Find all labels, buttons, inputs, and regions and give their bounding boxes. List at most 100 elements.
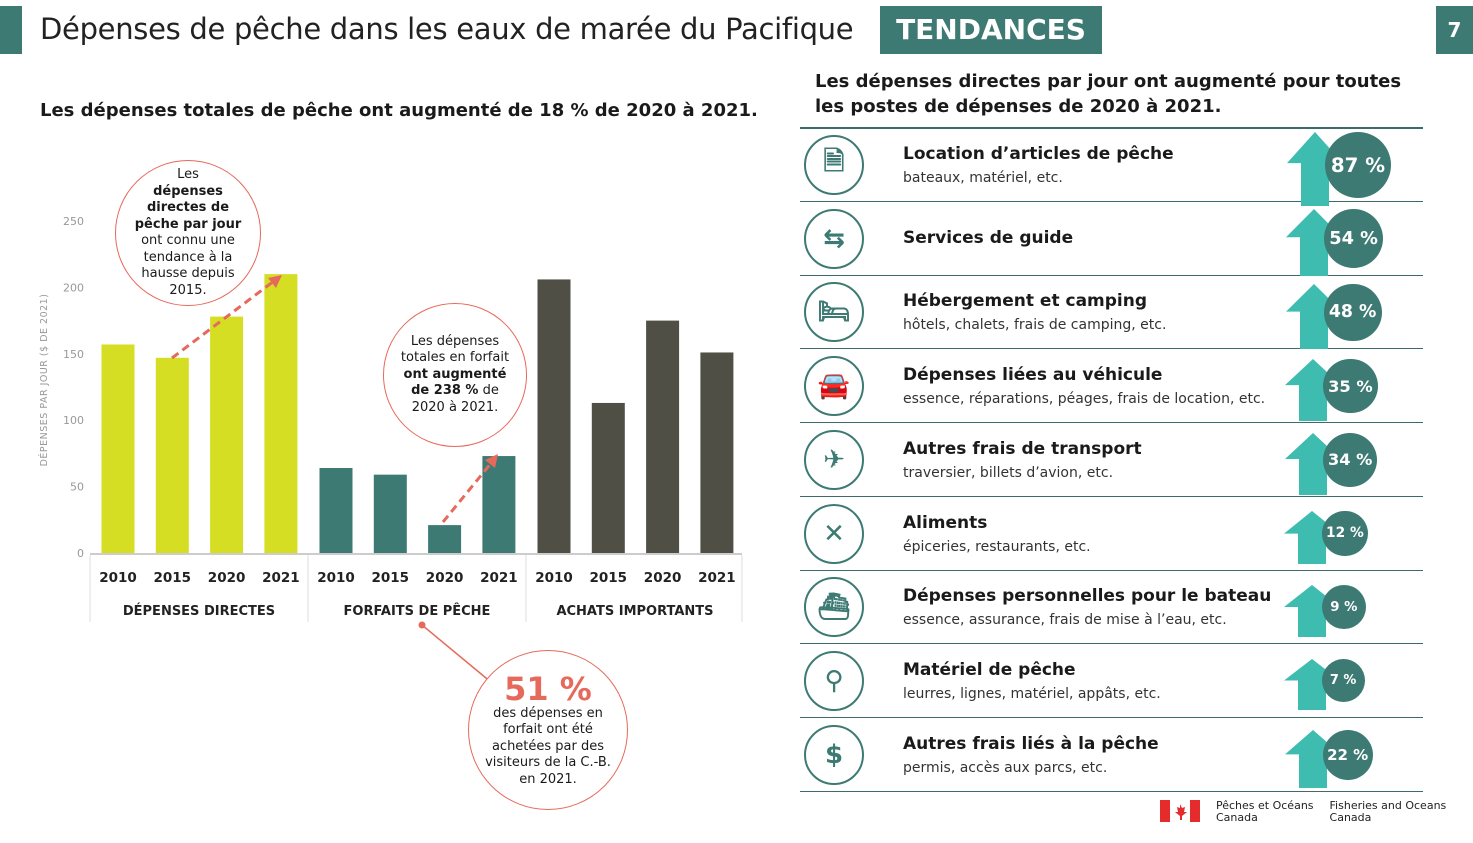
dept-country-en: Canada <box>1329 811 1372 824</box>
category-title: Dépenses personnelles pour le bateau <box>903 586 1272 607</box>
spending-category-row: 🗎 Location d’articles de pêche bateaux, … <box>800 128 1423 206</box>
canada-wordmark: Pêches et Océans Canada Fisheries and Oce… <box>1160 800 1446 824</box>
callout-visitors: 51 % des dépenses en forfait ont été ach… <box>468 650 628 810</box>
x-tick-label: 2015 <box>590 570 628 586</box>
callout-bold: ont augmenté de 238 % <box>403 366 507 399</box>
dept-country-fr: Canada <box>1216 811 1258 824</box>
category-title: Matériel de pêche <box>903 659 1076 680</box>
spending-category-row: 🚘 Dépenses liées au véhicule essence, ré… <box>800 349 1423 424</box>
category-title: Aliments <box>903 512 988 533</box>
percent-increase-badge: 22 % <box>1322 729 1373 780</box>
airplane-icon: ✈ <box>804 429 864 490</box>
header-accent <box>0 6 22 54</box>
arrowhead-icon <box>268 275 282 288</box>
car-icon: 🚘 <box>804 356 864 417</box>
group-label: ACHATS IMPORTANTS <box>556 604 713 619</box>
bar-2020 <box>428 525 462 553</box>
x-tick-label: 2010 <box>99 570 137 586</box>
page-number: 7 <box>1436 6 1473 54</box>
category-subtitle: épiceries, restaurants, etc. <box>903 538 1091 555</box>
x-tick-label: 2015 <box>154 570 192 586</box>
callout-forfaits: Les dépenses totales en forfait ont augm… <box>383 303 527 447</box>
callout-direct: Les dépenses directes de pêche par jour … <box>115 160 261 306</box>
category-title: Services de guide <box>903 227 1074 248</box>
category-subtitle: essence, assurance, frais de mise à l’ea… <box>903 612 1227 629</box>
bar-2010 <box>319 468 353 553</box>
callout-text: de 2020 à 2021. <box>411 383 499 415</box>
spending-category-row: ✈ Autres frais de transport traversier, … <box>800 423 1423 497</box>
y-tick-label: 0 <box>77 547 84 560</box>
category-subtitle: permis, accès aux parcs, etc. <box>903 759 1108 776</box>
x-tick-label: 2020 <box>426 570 464 586</box>
bar-2010 <box>101 344 135 553</box>
bar-2021 <box>700 352 734 553</box>
signpost-icon: ⇆ <box>804 208 864 269</box>
canada-flag-icon <box>1160 800 1200 822</box>
bar-2021 <box>482 456 516 553</box>
arrowhead-icon <box>485 454 498 468</box>
percent-increase-badge: 7 % <box>1321 659 1365 703</box>
callout-pointer <box>421 624 493 684</box>
x-tick-label: 2015 <box>372 570 410 586</box>
fishing-hook-icon: ⚲ <box>804 650 864 711</box>
y-tick-label: 150 <box>63 348 84 361</box>
page-title: Dépenses de pêche dans les eaux de marée… <box>40 12 854 46</box>
category-subtitle: leurres, lignes, matériel, appâts, etc. <box>903 685 1161 702</box>
group-label: FORFAITS DE PÊCHE <box>344 603 491 619</box>
spending-category-row: ⛴ Dépenses personnelles pour le bateau e… <box>800 570 1423 645</box>
x-tick-label: 2020 <box>644 570 682 586</box>
callout-big-number: 51 % <box>504 669 592 708</box>
spending-category-row: ⇆ Services de guide 54 % <box>800 202 1423 277</box>
x-tick-label: 2010 <box>535 570 573 586</box>
category-subtitle: essence, réparations, péages, frais de l… <box>903 391 1266 408</box>
category-title: Location d’articles de pêche <box>903 144 1174 164</box>
spending-category-row: ✕ Aliments épiceries, restaurants, etc. … <box>800 497 1423 571</box>
callout-text: Les dépenses totales en forfait <box>400 333 510 366</box>
boat-icon: ⛴ <box>804 577 864 638</box>
document-icon: 🗎 <box>804 135 864 195</box>
category-subtitle: hôtels, chalets, frais de camping, etc. <box>903 317 1167 334</box>
bar-2021 <box>264 274 298 553</box>
bar-2010 <box>537 279 571 553</box>
x-tick-label: 2020 <box>208 570 246 586</box>
spending-category-row: 🛏 Hébergement et camping hôtels, chalets… <box>800 275 1423 350</box>
group-label: DÉPENSES DIRECTES <box>123 603 275 619</box>
bar-2015 <box>373 474 407 553</box>
percent-increase-badge: 87 % <box>1325 132 1391 198</box>
fork-knife-icon: ✕ <box>804 503 864 564</box>
y-axis-label: DÉPENSES PAR JOUR ($ DE 2021) <box>38 294 50 467</box>
percent-increase-badge: 54 % <box>1323 209 1384 269</box>
divider <box>800 127 1423 129</box>
dollar-icon: $ <box>804 724 864 785</box>
bar-chart: 0 50 100 150 200 250 DÉPENSES PAR JOUR ($ DE 2… <box>38 215 743 684</box>
bed-icon: 🛏 <box>804 282 864 343</box>
spending-category-row: ⚲ Matériel de pêche leurres, lignes, mat… <box>800 644 1423 718</box>
percent-increase-badge: 35 % <box>1323 358 1378 414</box>
dept-name-fr: Pêches et Océans <box>1216 799 1314 812</box>
chart-subtitle: Les dépenses totales de pêche ont augmen… <box>40 100 758 121</box>
bar-2020 <box>646 320 680 553</box>
x-tick-label: 2021 <box>262 570 300 586</box>
callout-text: ont connu une tendance à la hausse depui… <box>141 233 235 298</box>
list-subtitle: Les dépenses directes par jour ont augme… <box>815 71 1402 117</box>
y-tick-label: 200 <box>63 281 84 294</box>
callout-text: des dépenses en forfait ont été achetées… <box>485 705 611 787</box>
callout-text: Les <box>177 167 199 182</box>
trend-arrow-direct <box>171 279 275 360</box>
category-subtitle: bateaux, matériel, etc. <box>903 170 1063 186</box>
callout-bold: dépenses directes de pêche par jour <box>134 183 242 232</box>
category-title: Autres frais liés à la pêche <box>903 733 1159 754</box>
x-tick-label: 2010 <box>317 570 355 586</box>
percent-increase-badge: 12 % <box>1321 510 1368 557</box>
y-tick-label: 100 <box>63 414 84 427</box>
callout-pointer-dot <box>418 621 426 629</box>
category-title: Autres frais de transport <box>903 438 1142 459</box>
category-subtitle: traversier, billets d’avion, etc. <box>903 464 1114 481</box>
section-badge: TENDANCES <box>880 6 1102 54</box>
spending-category-row: $ Autres frais liés à la pêche permis, a… <box>800 718 1423 792</box>
bar-2015 <box>591 402 625 553</box>
dept-name-en: Fisheries and Oceans <box>1329 799 1447 812</box>
x-tick-label: 2021 <box>698 570 736 586</box>
percent-increase-badge: 34 % <box>1323 432 1378 487</box>
x-tick-label: 2021 <box>480 570 518 586</box>
